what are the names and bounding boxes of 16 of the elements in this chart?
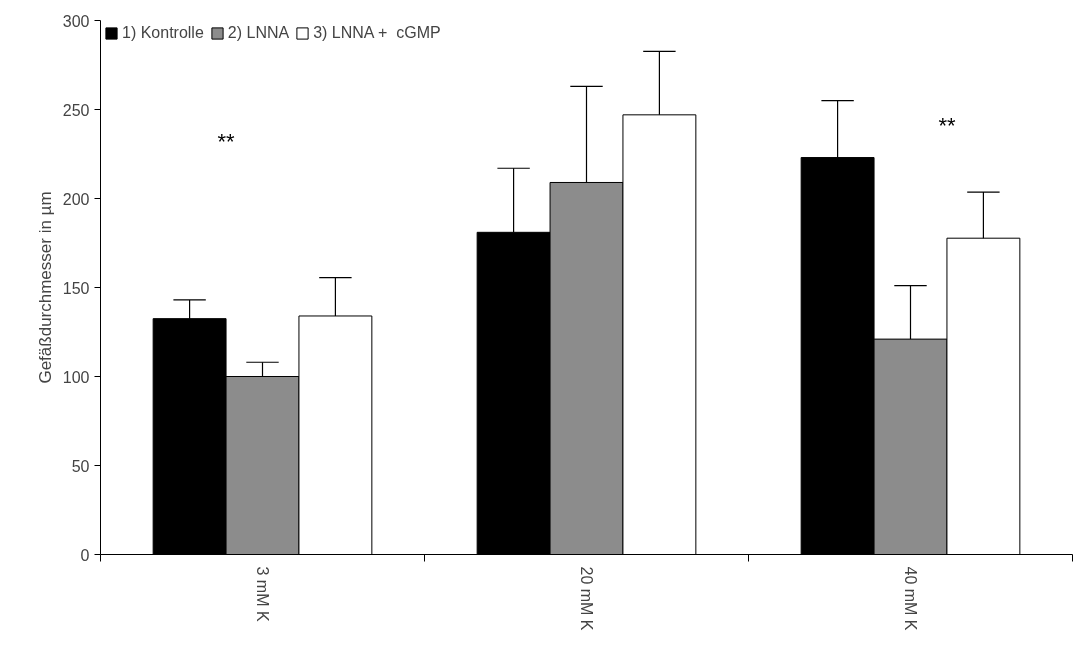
x-tick-label: 3 mM K (254, 566, 271, 622)
y-tick-label: 300 (62, 12, 90, 30)
legend-label: 2) LNNA (227, 24, 290, 42)
y-tick-label: 100 (62, 368, 90, 386)
legend-label: 3) LNNA + cGMP (313, 24, 441, 42)
x-tick-label: 40 mM K (902, 566, 919, 631)
annotation: ** (938, 112, 956, 138)
y-axis-title: Gefäßdurchmesser in µm (35, 191, 55, 384)
annotation: ** (217, 129, 236, 154)
y-tick-label: 150 (62, 279, 90, 297)
y-tick-label: 50 (71, 457, 90, 475)
legend-label: 1) Kontrolle (122, 24, 204, 42)
x-tick-label: 20 mM K (578, 566, 595, 631)
y-tick-label: 250 (62, 101, 90, 119)
y-tick-label: 0 (80, 546, 90, 564)
y-tick-label: 200 (62, 190, 90, 208)
